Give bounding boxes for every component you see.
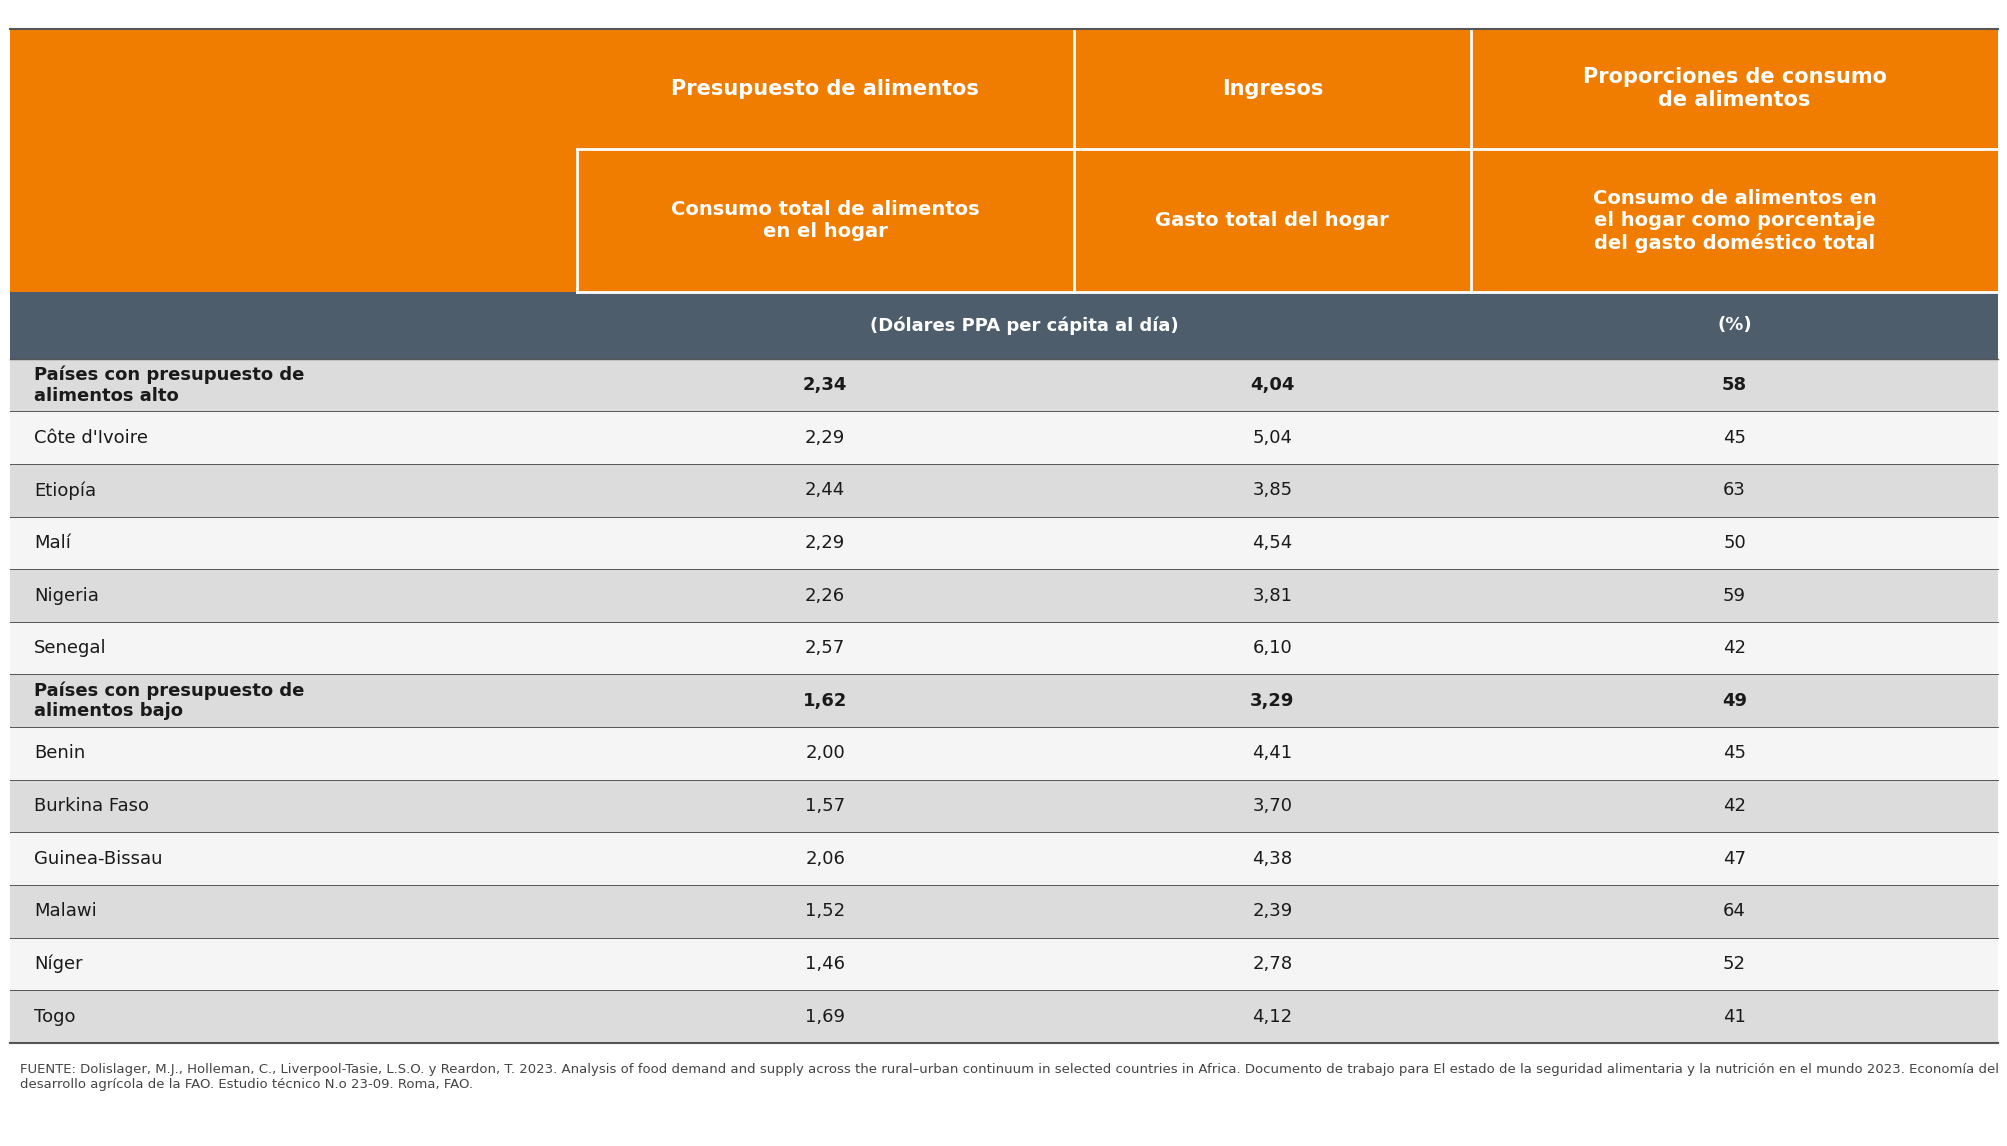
Bar [10,29,1997,149]
Text: Gasto total del hogar: Gasto total del hogar [1154,211,1389,230]
Text: 64: 64 [1722,902,1746,920]
Text: 45: 45 [1722,429,1746,447]
Text: Côte d'Ivoire: Côte d'Ivoire [34,429,149,447]
Text: 59: 59 [1722,587,1746,605]
Text: 5,04: 5,04 [1252,429,1293,447]
Text: FUENTE: Dolislager, M.J., Holleman, C., Liverpool-Tasie, L.S.O. y Reardon, T. 20: FUENTE: Dolislager, M.J., Holleman, C., … [20,1063,1999,1091]
Text: Países con presupuesto de
alimentos alto: Países con presupuesto de alimentos alto [34,366,305,405]
Text: 3,29: 3,29 [1250,692,1295,709]
Bar [10,411,1997,464]
Text: 1,62: 1,62 [803,692,847,709]
Text: Consumo total de alimentos
en el hogar: Consumo total de alimentos en el hogar [670,201,979,241]
Text: Consumo de alimentos en
el hogar como porcentaje
del gasto doméstico total: Consumo de alimentos en el hogar como po… [1592,188,1877,253]
Text: 2,06: 2,06 [805,849,845,868]
Text: Nigeria: Nigeria [34,587,98,605]
Bar [10,675,1997,727]
Text: 4,41: 4,41 [1252,745,1293,762]
Text: 50: 50 [1722,534,1744,552]
Text: Etiopía: Etiopía [34,481,96,500]
Text: Guinea-Bissau: Guinea-Bissau [34,849,163,868]
Text: Malí: Malí [34,534,70,552]
Text: 49: 49 [1722,692,1746,709]
Text: 3,81: 3,81 [1252,587,1293,605]
Text: 2,29: 2,29 [805,429,845,447]
Text: 2,44: 2,44 [805,481,845,500]
Text: 4,12: 4,12 [1252,1007,1293,1026]
Text: 1,57: 1,57 [805,796,845,815]
Text: 3,70: 3,70 [1252,796,1293,815]
Bar [10,149,1997,292]
Text: Presupuesto de alimentos: Presupuesto de alimentos [670,79,979,99]
Bar [10,885,1997,937]
Text: 2,00: 2,00 [805,745,845,762]
Text: Senegal: Senegal [34,639,106,657]
Text: 3,85: 3,85 [1252,481,1293,500]
Text: Togo: Togo [34,1007,76,1026]
Text: 2,29: 2,29 [805,534,845,552]
Text: 4,54: 4,54 [1252,534,1293,552]
Text: Proporciones de consumo
de alimentos: Proporciones de consumo de alimentos [1582,68,1887,110]
Text: (%): (%) [1716,316,1750,335]
Bar [10,622,1997,675]
Text: 42: 42 [1722,796,1746,815]
Bar [10,832,1997,885]
Bar [10,517,1997,570]
Text: 1,69: 1,69 [805,1007,845,1026]
Text: 41: 41 [1722,1007,1746,1026]
Bar [10,292,1997,359]
Text: Países con presupuesto de
alimentos bajo: Países con presupuesto de alimentos bajo [34,681,305,721]
Text: Burkina Faso: Burkina Faso [34,796,149,815]
Bar [10,779,1997,832]
Text: 1,46: 1,46 [805,955,845,973]
Bar [10,570,1997,622]
Bar [10,937,1997,990]
Text: 2,34: 2,34 [803,376,847,394]
Bar [10,727,1997,779]
Text: 58: 58 [1722,376,1746,394]
Text: (Dólares PPA per cápita al día): (Dólares PPA per cápita al día) [869,316,1178,335]
Text: 2,39: 2,39 [1252,902,1293,920]
Text: Ingresos: Ingresos [1220,79,1323,99]
Bar [10,990,1997,1043]
Text: 42: 42 [1722,639,1746,657]
Text: 45: 45 [1722,745,1746,762]
Text: 47: 47 [1722,849,1746,868]
Text: Níger: Níger [34,955,82,973]
Text: 4,38: 4,38 [1252,849,1293,868]
Bar [10,464,1997,517]
Text: 2,26: 2,26 [805,587,845,605]
Text: 1,52: 1,52 [805,902,845,920]
Text: 52: 52 [1722,955,1746,973]
Text: Benin: Benin [34,745,86,762]
Text: Malawi: Malawi [34,902,96,920]
Text: 2,57: 2,57 [805,639,845,657]
Bar [10,359,1997,411]
Text: 63: 63 [1722,481,1746,500]
Text: 4,04: 4,04 [1250,376,1295,394]
Text: 2,78: 2,78 [1252,955,1293,973]
Text: 6,10: 6,10 [1252,639,1293,657]
